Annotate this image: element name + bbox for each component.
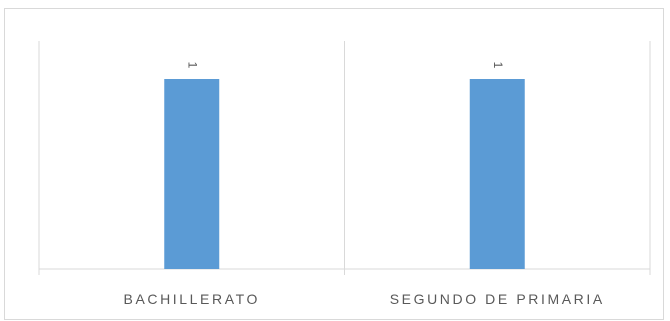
- bar-bachillerato: [164, 79, 220, 269]
- bar-segundo-de-primaria: [469, 79, 525, 269]
- data-label: 1: [491, 62, 505, 69]
- data-label: 1: [186, 62, 200, 69]
- category-label: BACHILLERATO: [124, 291, 261, 307]
- chart-bars: [164, 79, 525, 269]
- category-label: SEGUNDO DE PRIMARIA: [390, 291, 605, 307]
- chart-axes: [38, 41, 651, 275]
- chart-labels: 1 BACHILLERATO 1 SEGUNDO DE PRIMARIA: [124, 62, 605, 307]
- chart-frame: [4, 8, 664, 320]
